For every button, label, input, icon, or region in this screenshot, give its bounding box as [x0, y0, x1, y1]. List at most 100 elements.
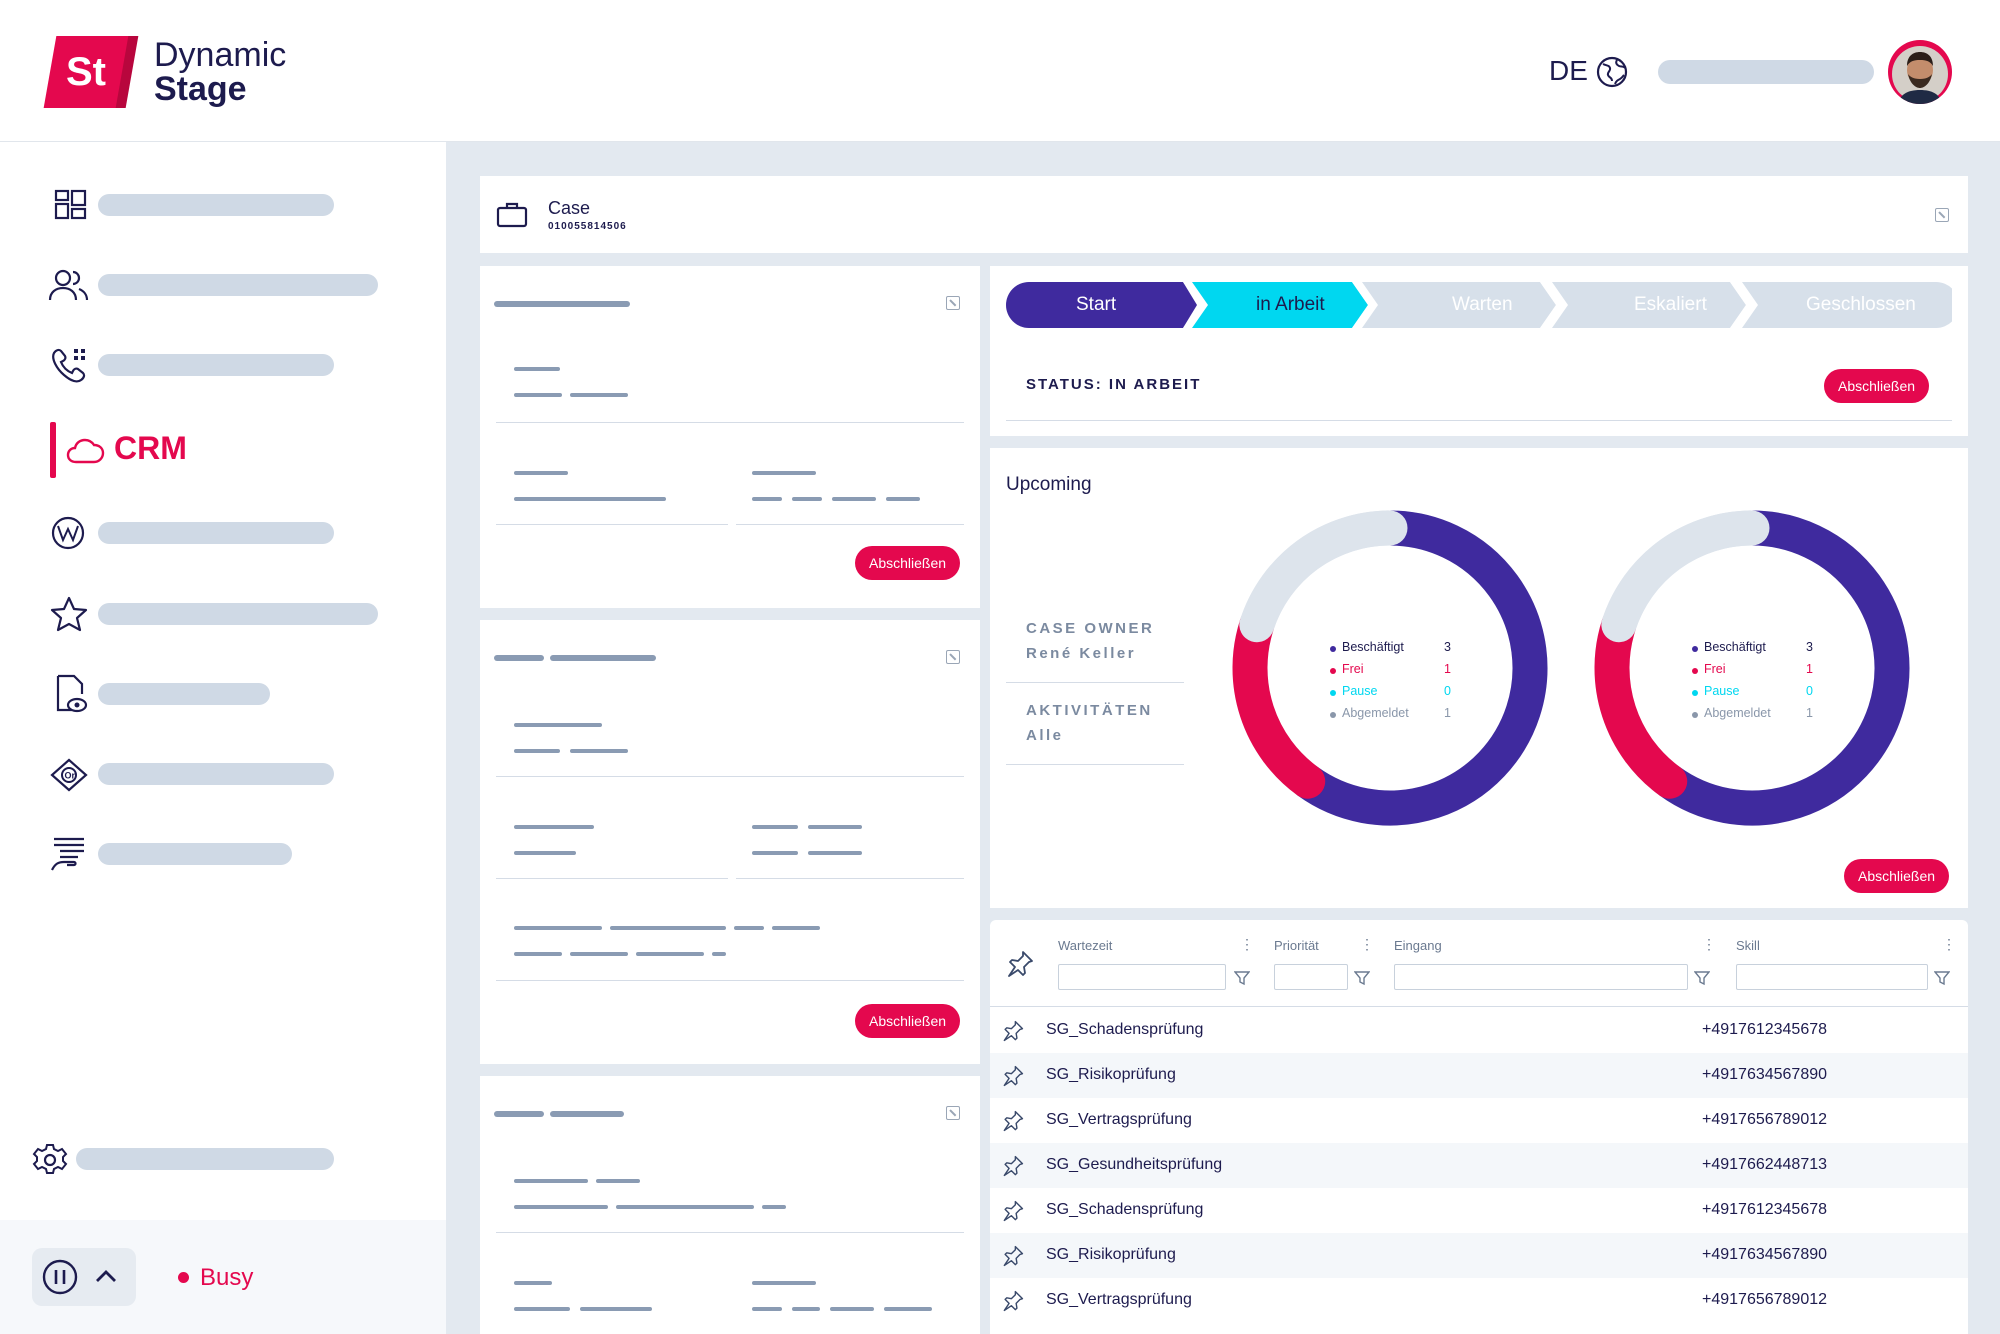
- slice-busy: [1652, 510, 1910, 826]
- text-placeholder: [514, 393, 562, 397]
- divider: [1006, 682, 1184, 683]
- close-button[interactable]: Abschließen: [1824, 369, 1930, 403]
- status-dot: [178, 1272, 189, 1283]
- avatar[interactable]: [1888, 40, 1952, 104]
- legend-label: Abgemeldet: [1342, 706, 1409, 720]
- column-header-wait[interactable]: Wartezeit: [1058, 938, 1113, 953]
- legend-dot: [1330, 690, 1336, 696]
- column-menu-icon[interactable]: ⋮: [1702, 936, 1716, 952]
- cloud-icon[interactable]: [66, 436, 106, 466]
- pin-icon[interactable]: [1002, 1020, 1024, 1042]
- globe-icon[interactable]: [1596, 56, 1628, 88]
- column-header-skill[interactable]: Skill: [1736, 938, 1760, 953]
- close-button[interactable]: Abschließen: [855, 546, 961, 580]
- column-menu-icon[interactable]: ⋮: [1360, 936, 1374, 952]
- sidebar-item-crm[interactable]: CRM: [114, 430, 187, 466]
- text-placeholder: [792, 497, 822, 501]
- brand-logo[interactable]: St Dynamic Stage: [43, 36, 306, 112]
- filter-icon[interactable]: [1354, 970, 1370, 986]
- pin-icon[interactable]: [1002, 1245, 1024, 1267]
- filter-input-wait[interactable]: [1058, 964, 1226, 990]
- legend-value: 1: [1444, 706, 1451, 720]
- text-placeholder: [514, 1281, 552, 1285]
- filter-icon[interactable]: [1934, 970, 1950, 986]
- pause-icon[interactable]: [42, 1259, 78, 1295]
- filter-input-priority[interactable]: [1274, 964, 1348, 990]
- step-in-progress[interactable]: in Arbeit: [1256, 294, 1325, 315]
- table-row[interactable]: SG_Schadensprüfung +4917612345678: [990, 1188, 1968, 1233]
- sidebar-item-favorites[interactable]: [98, 603, 378, 625]
- sidebar-item-or[interactable]: [98, 763, 334, 785]
- legend-label: Pause: [1704, 684, 1740, 698]
- column-header-received[interactable]: Eingang: [1394, 938, 1442, 953]
- legend-label: Frei: [1704, 662, 1726, 676]
- table-row[interactable]: SG_Vertragsprüfung +4917656789012: [990, 1098, 1968, 1143]
- pin-icon[interactable]: [1002, 1110, 1024, 1132]
- legend-label: Abgemeldet: [1704, 706, 1771, 720]
- status-control[interactable]: [32, 1248, 136, 1306]
- gear-icon[interactable]: [32, 1142, 68, 1178]
- workflow-card: Start in Arbeit Warten Eskaliert Geschlo…: [990, 266, 1968, 436]
- users-icon[interactable]: [48, 268, 90, 302]
- divider: [496, 776, 964, 777]
- filter-input-skill[interactable]: [1736, 964, 1928, 990]
- table-row[interactable]: SG_Risikoprüfung +4917634567890: [990, 1053, 1968, 1098]
- filter-icon[interactable]: [1694, 970, 1710, 986]
- column-menu-icon[interactable]: ⋮: [1942, 936, 1956, 952]
- column-menu-icon[interactable]: ⋮: [1240, 936, 1254, 952]
- pin-icon[interactable]: [1002, 1290, 1024, 1312]
- handover-icon[interactable]: [50, 836, 88, 872]
- text-placeholder: [514, 749, 560, 753]
- sidebar-item-users[interactable]: [98, 274, 378, 296]
- table-row[interactable]: SG_Vertragsprüfung +4917656789012: [990, 1278, 1968, 1323]
- row-phone: +4917656789012: [1702, 1291, 1828, 1308]
- divider: [990, 1006, 1968, 1007]
- expand-icon[interactable]: [946, 650, 960, 664]
- brand-line2: Stage: [154, 70, 247, 108]
- step-closed[interactable]: Geschlossen: [1806, 294, 1916, 315]
- sidebar-item-tasks[interactable]: [98, 843, 292, 865]
- table-row[interactable]: SG_Schadensprüfung +4917612345678: [990, 1008, 1968, 1053]
- or-icon[interactable]: Or: [50, 758, 88, 792]
- pin-icon[interactable]: [1002, 1065, 1024, 1087]
- language-label[interactable]: DE: [1549, 55, 1588, 86]
- pin-icon[interactable]: [1002, 1155, 1024, 1177]
- step-escalated[interactable]: Eskaliert: [1634, 294, 1707, 315]
- step-start[interactable]: Start: [1076, 294, 1117, 315]
- text-placeholder: [610, 926, 726, 930]
- document-view-icon[interactable]: [54, 674, 90, 714]
- sidebar-item-phone[interactable]: [98, 354, 334, 376]
- legend-value: 3: [1444, 640, 1451, 654]
- expand-icon[interactable]: [946, 296, 960, 310]
- close-button[interactable]: Abschließen: [855, 1004, 961, 1038]
- pin-icon[interactable]: [1002, 1200, 1024, 1222]
- text-placeholder: [514, 851, 576, 855]
- legend-value: 1: [1444, 662, 1451, 676]
- case-owner-value: René Keller: [1026, 645, 1137, 662]
- legend-label: Pause: [1342, 684, 1378, 698]
- row-skill-name: SG_Gesundheitsprüfung: [1046, 1156, 1223, 1173]
- sidebar-item-dashboard[interactable]: [98, 194, 334, 216]
- dashboard-icon[interactable]: [54, 189, 88, 221]
- column-header-priority[interactable]: Priorität: [1274, 938, 1319, 953]
- workflow-stepper[interactable]: [1006, 282, 1952, 328]
- expand-icon[interactable]: [946, 1106, 960, 1120]
- legend-entry: Beschäftigt 3: [1330, 640, 1466, 662]
- text-placeholder: [514, 367, 560, 371]
- expand-icon[interactable]: [1935, 208, 1949, 222]
- chevron-up-icon[interactable]: [94, 1266, 118, 1286]
- text-placeholder: [772, 926, 820, 930]
- sidebar-item-vw[interactable]: [98, 522, 334, 544]
- table-row[interactable]: SG_Risikoprüfung +4917634567890: [990, 1233, 1968, 1278]
- sidebar-item-settings[interactable]: [76, 1148, 334, 1170]
- vw-icon[interactable]: [50, 515, 86, 551]
- table-row[interactable]: SG_Gesundheitsprüfung +4917662448713: [990, 1143, 1968, 1188]
- sidebar-item-documents[interactable]: [98, 683, 270, 705]
- step-waiting[interactable]: Warten: [1452, 294, 1513, 315]
- phone-icon[interactable]: [50, 347, 90, 385]
- filter-icon[interactable]: [1234, 970, 1250, 986]
- pin-icon[interactable]: [1006, 950, 1034, 978]
- filter-input-received[interactable]: [1394, 964, 1688, 990]
- close-button[interactable]: Abschließen: [1844, 859, 1950, 893]
- star-icon[interactable]: [50, 596, 88, 632]
